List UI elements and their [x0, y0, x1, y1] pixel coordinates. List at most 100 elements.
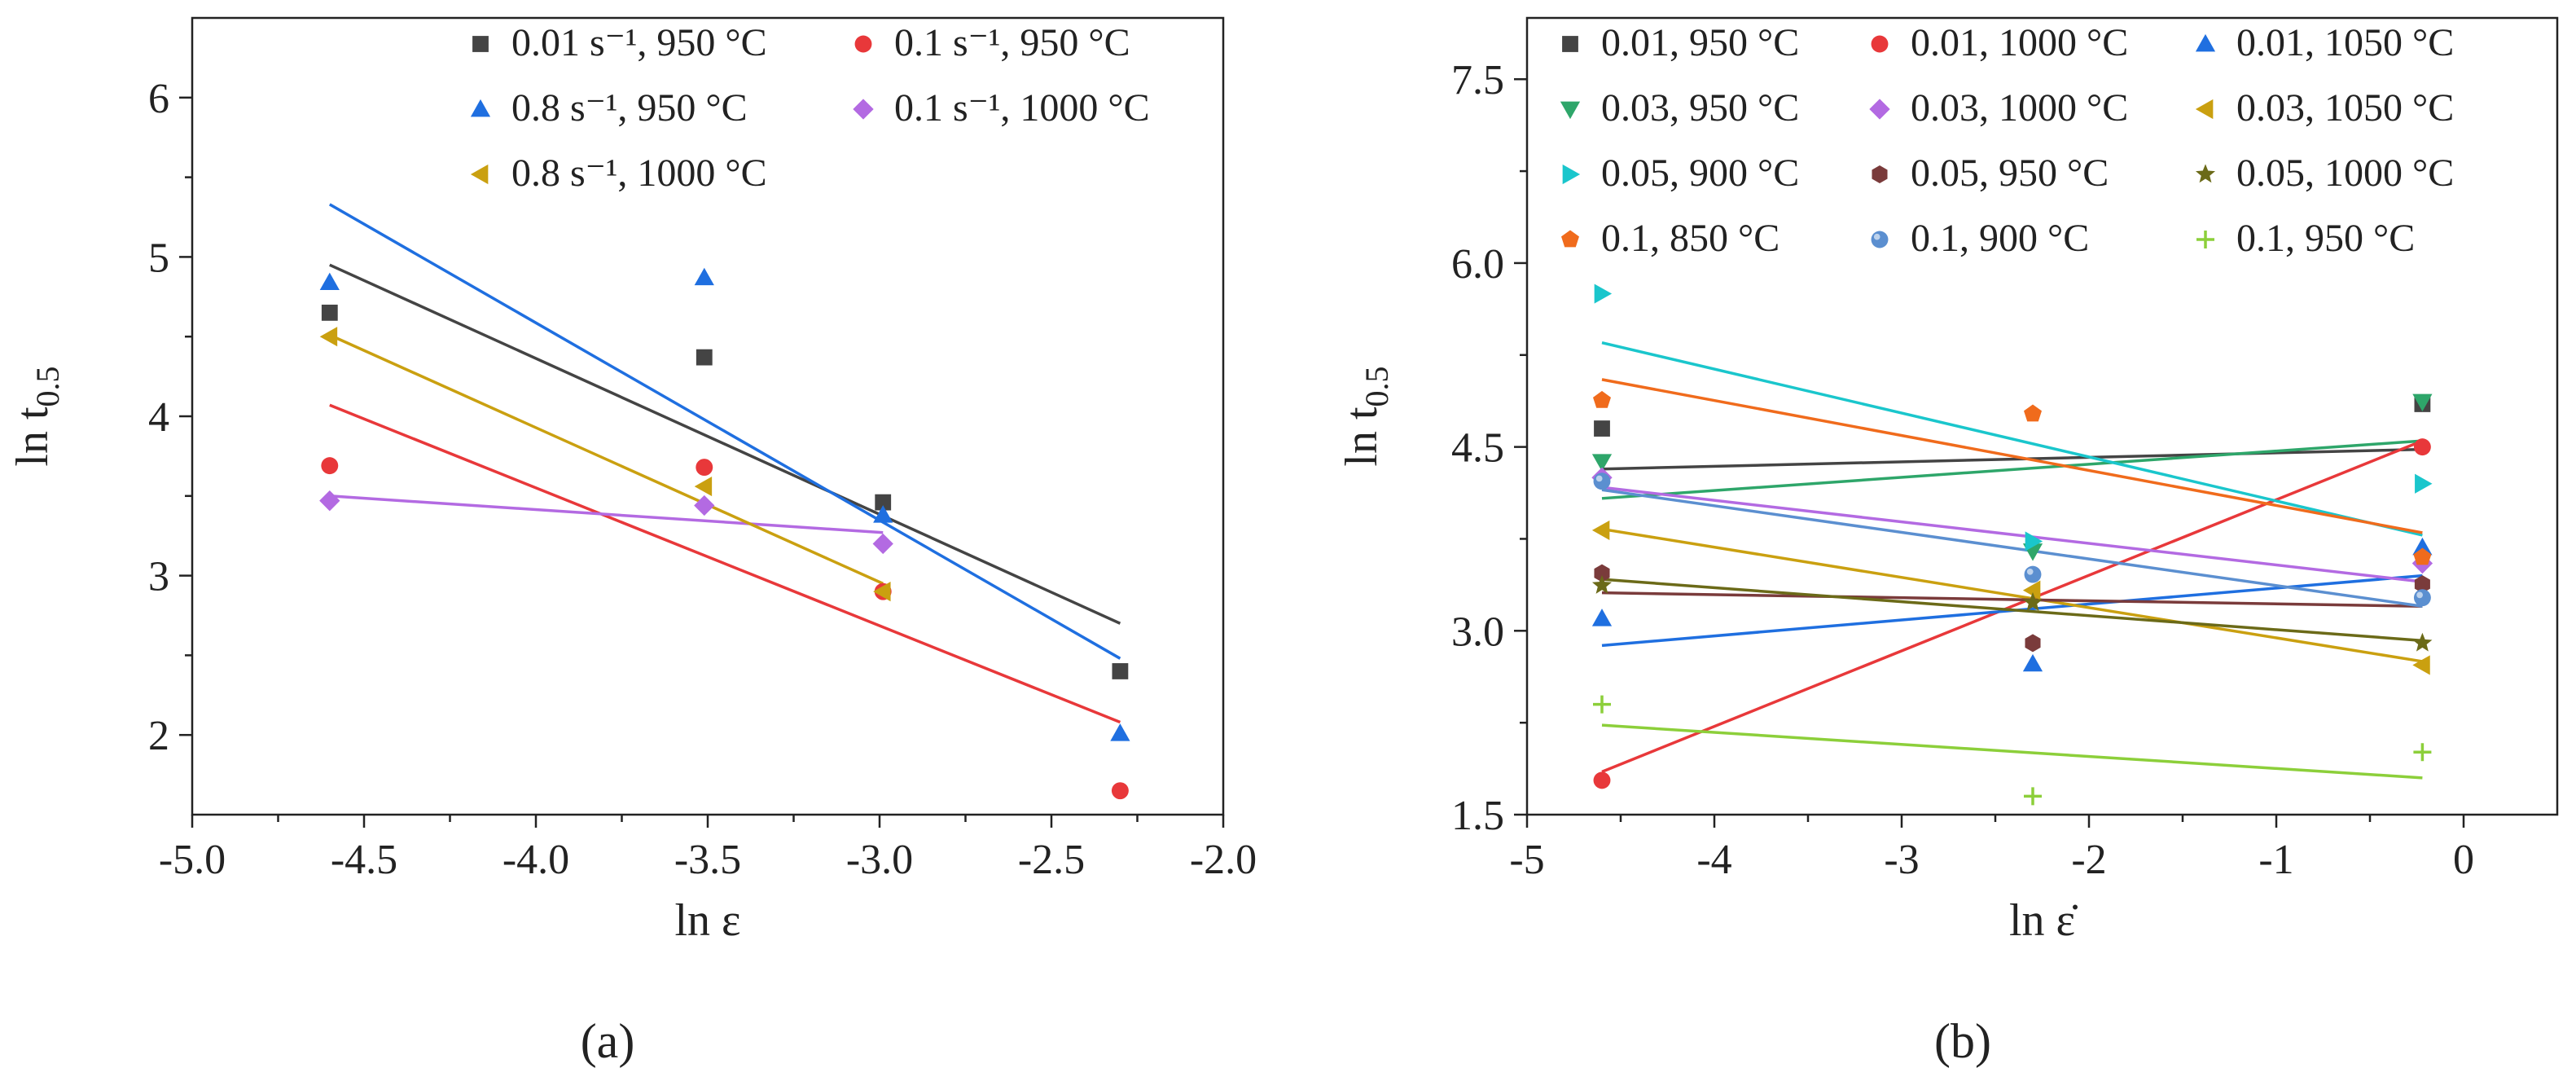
data-point — [2024, 787, 2042, 806]
legend-label: 0.1 s⁻¹, 1000 °C — [894, 86, 1150, 130]
legend-marker — [1562, 164, 1581, 185]
legend-label: 0.1, 950 °C — [2236, 217, 2415, 260]
data-point — [1591, 574, 1613, 594]
x-tick-label: -3.0 — [846, 837, 913, 883]
legend-label: 0.1, 900 °C — [1911, 217, 2089, 260]
legend-marker — [1561, 230, 1579, 248]
legend-label: 0.05, 950 °C — [1911, 152, 2109, 195]
y-axis-title-subscript: 0.5 — [1358, 366, 1395, 407]
x-tick-label: -4 — [1696, 837, 1731, 883]
legend: 0.01 s⁻¹, 950 °C 0.1 s⁻¹, 950 °C 0.8 s⁻¹, … — [470, 21, 1150, 195]
marker-highlight — [1873, 233, 1880, 240]
plot-frame — [1525, 16, 2559, 816]
legend-marker — [1560, 101, 1581, 120]
data-point — [319, 490, 340, 512]
legend-label: 0.03, 1050 °C — [2236, 86, 2454, 130]
fit-line — [1601, 439, 2423, 500]
data-point — [2415, 473, 2433, 494]
plot-frame — [191, 16, 1225, 816]
legend-marker — [1871, 231, 1889, 248]
x-tick-label: -1 — [2258, 837, 2293, 883]
legend-marker — [1871, 35, 1889, 53]
data-point — [2022, 653, 2043, 672]
fit-line — [1601, 591, 2423, 608]
x-tick-label: -2.5 — [1018, 837, 1085, 883]
x-tick-label: -3 — [1884, 837, 1919, 883]
data-point — [1591, 454, 1613, 472]
panel-b: -5 -4 -3 -2 -1 0 1.5 3.0 4.5 6.0 7.5 ln ε̇ ln t0.5 (b… — [1336, 16, 2559, 1068]
y-axis-title: ln t0.5 — [7, 366, 66, 466]
data-point — [321, 304, 338, 321]
legend-marker — [472, 36, 489, 52]
fit-line — [1601, 578, 2423, 643]
fit-line — [329, 333, 884, 585]
legend-label: 0.1, 850 °C — [1601, 217, 1780, 260]
data-point — [1594, 420, 1610, 437]
legend-marker — [2195, 99, 2214, 120]
data-point — [2413, 743, 2432, 762]
legend-marker — [854, 35, 872, 53]
data-point — [2022, 580, 2041, 600]
marker-highlight — [2026, 568, 2034, 575]
x-tick-label: -5 — [1509, 837, 1544, 883]
data-point — [694, 476, 713, 497]
x-axis-title: ln ε̇ — [2009, 895, 2078, 946]
data-point — [2412, 655, 2430, 675]
y-axis-title: ln t0.5 — [1336, 366, 1395, 466]
fit-line — [1601, 447, 2423, 471]
x-tick-label: -5.0 — [159, 837, 226, 883]
legend-label: 0.05, 900 °C — [1601, 152, 1799, 195]
data-point — [2412, 393, 2433, 412]
data-point — [1594, 564, 1610, 582]
y-tick-label: 6.0 — [1451, 241, 1504, 288]
x-tick-label: -2.0 — [1190, 837, 1257, 883]
data-point — [1593, 771, 1611, 789]
legend-marker — [1872, 165, 1888, 183]
data-point — [694, 494, 715, 516]
fit-line — [329, 494, 884, 534]
data-point — [1591, 520, 1610, 541]
legend-marker — [470, 164, 489, 185]
legend-marker — [853, 99, 874, 120]
data-point — [321, 457, 339, 475]
y-axis-title-main: ln t — [1336, 407, 1387, 467]
legend-marker — [2195, 33, 2216, 52]
panel-a: -5.0 -4.5 -4.0 -3.5 -3.0 -2.5 -2.0 2 3 4 5 6 ln ε ln … — [7, 16, 1257, 1068]
y-tick-label: 2 — [148, 713, 169, 759]
marker-highlight — [1595, 475, 1603, 482]
legend-marker — [1562, 36, 1578, 52]
y-tick-label: 7.5 — [1451, 57, 1504, 103]
panel-label: (a) — [581, 1014, 635, 1068]
fit-line — [1601, 488, 2423, 608]
data-point — [1594, 283, 1613, 304]
y-tick-label: 4 — [148, 394, 169, 441]
data-point — [1112, 663, 1129, 679]
y-axis-title-main: ln t — [7, 407, 58, 467]
y-axis-title-subscript: 0.5 — [29, 366, 66, 407]
data-point — [1111, 782, 1129, 800]
data-point — [2413, 589, 2431, 607]
data-point — [1593, 390, 1611, 408]
legend-marker — [470, 99, 491, 117]
data-point — [696, 459, 713, 477]
legend-label: 0.8 s⁻¹, 950 °C — [511, 86, 748, 130]
data-point — [2025, 634, 2041, 653]
y-tick-label: 5 — [148, 235, 169, 281]
fit-line — [1601, 486, 2423, 583]
legend-label: 0.03, 1000 °C — [1911, 86, 2128, 130]
fit-line — [1601, 378, 2423, 534]
legend-label: 0.1 s⁻¹, 950 °C — [894, 21, 1130, 64]
data-point — [1110, 723, 1130, 741]
fit-line — [329, 263, 1121, 625]
data-point — [696, 349, 713, 366]
y-tick-label: 6 — [148, 76, 169, 122]
legend-label: 0.8 s⁻¹, 1000 °C — [511, 152, 767, 195]
x-tick-label: 0 — [2453, 837, 2474, 883]
data-point — [2412, 537, 2433, 556]
x-axis-title: ln ε — [674, 895, 740, 946]
data-point — [873, 582, 891, 602]
fit-line — [1601, 439, 2424, 773]
legend-label: 0.05, 1000 °C — [2236, 152, 2454, 195]
data-point — [2412, 632, 2433, 652]
